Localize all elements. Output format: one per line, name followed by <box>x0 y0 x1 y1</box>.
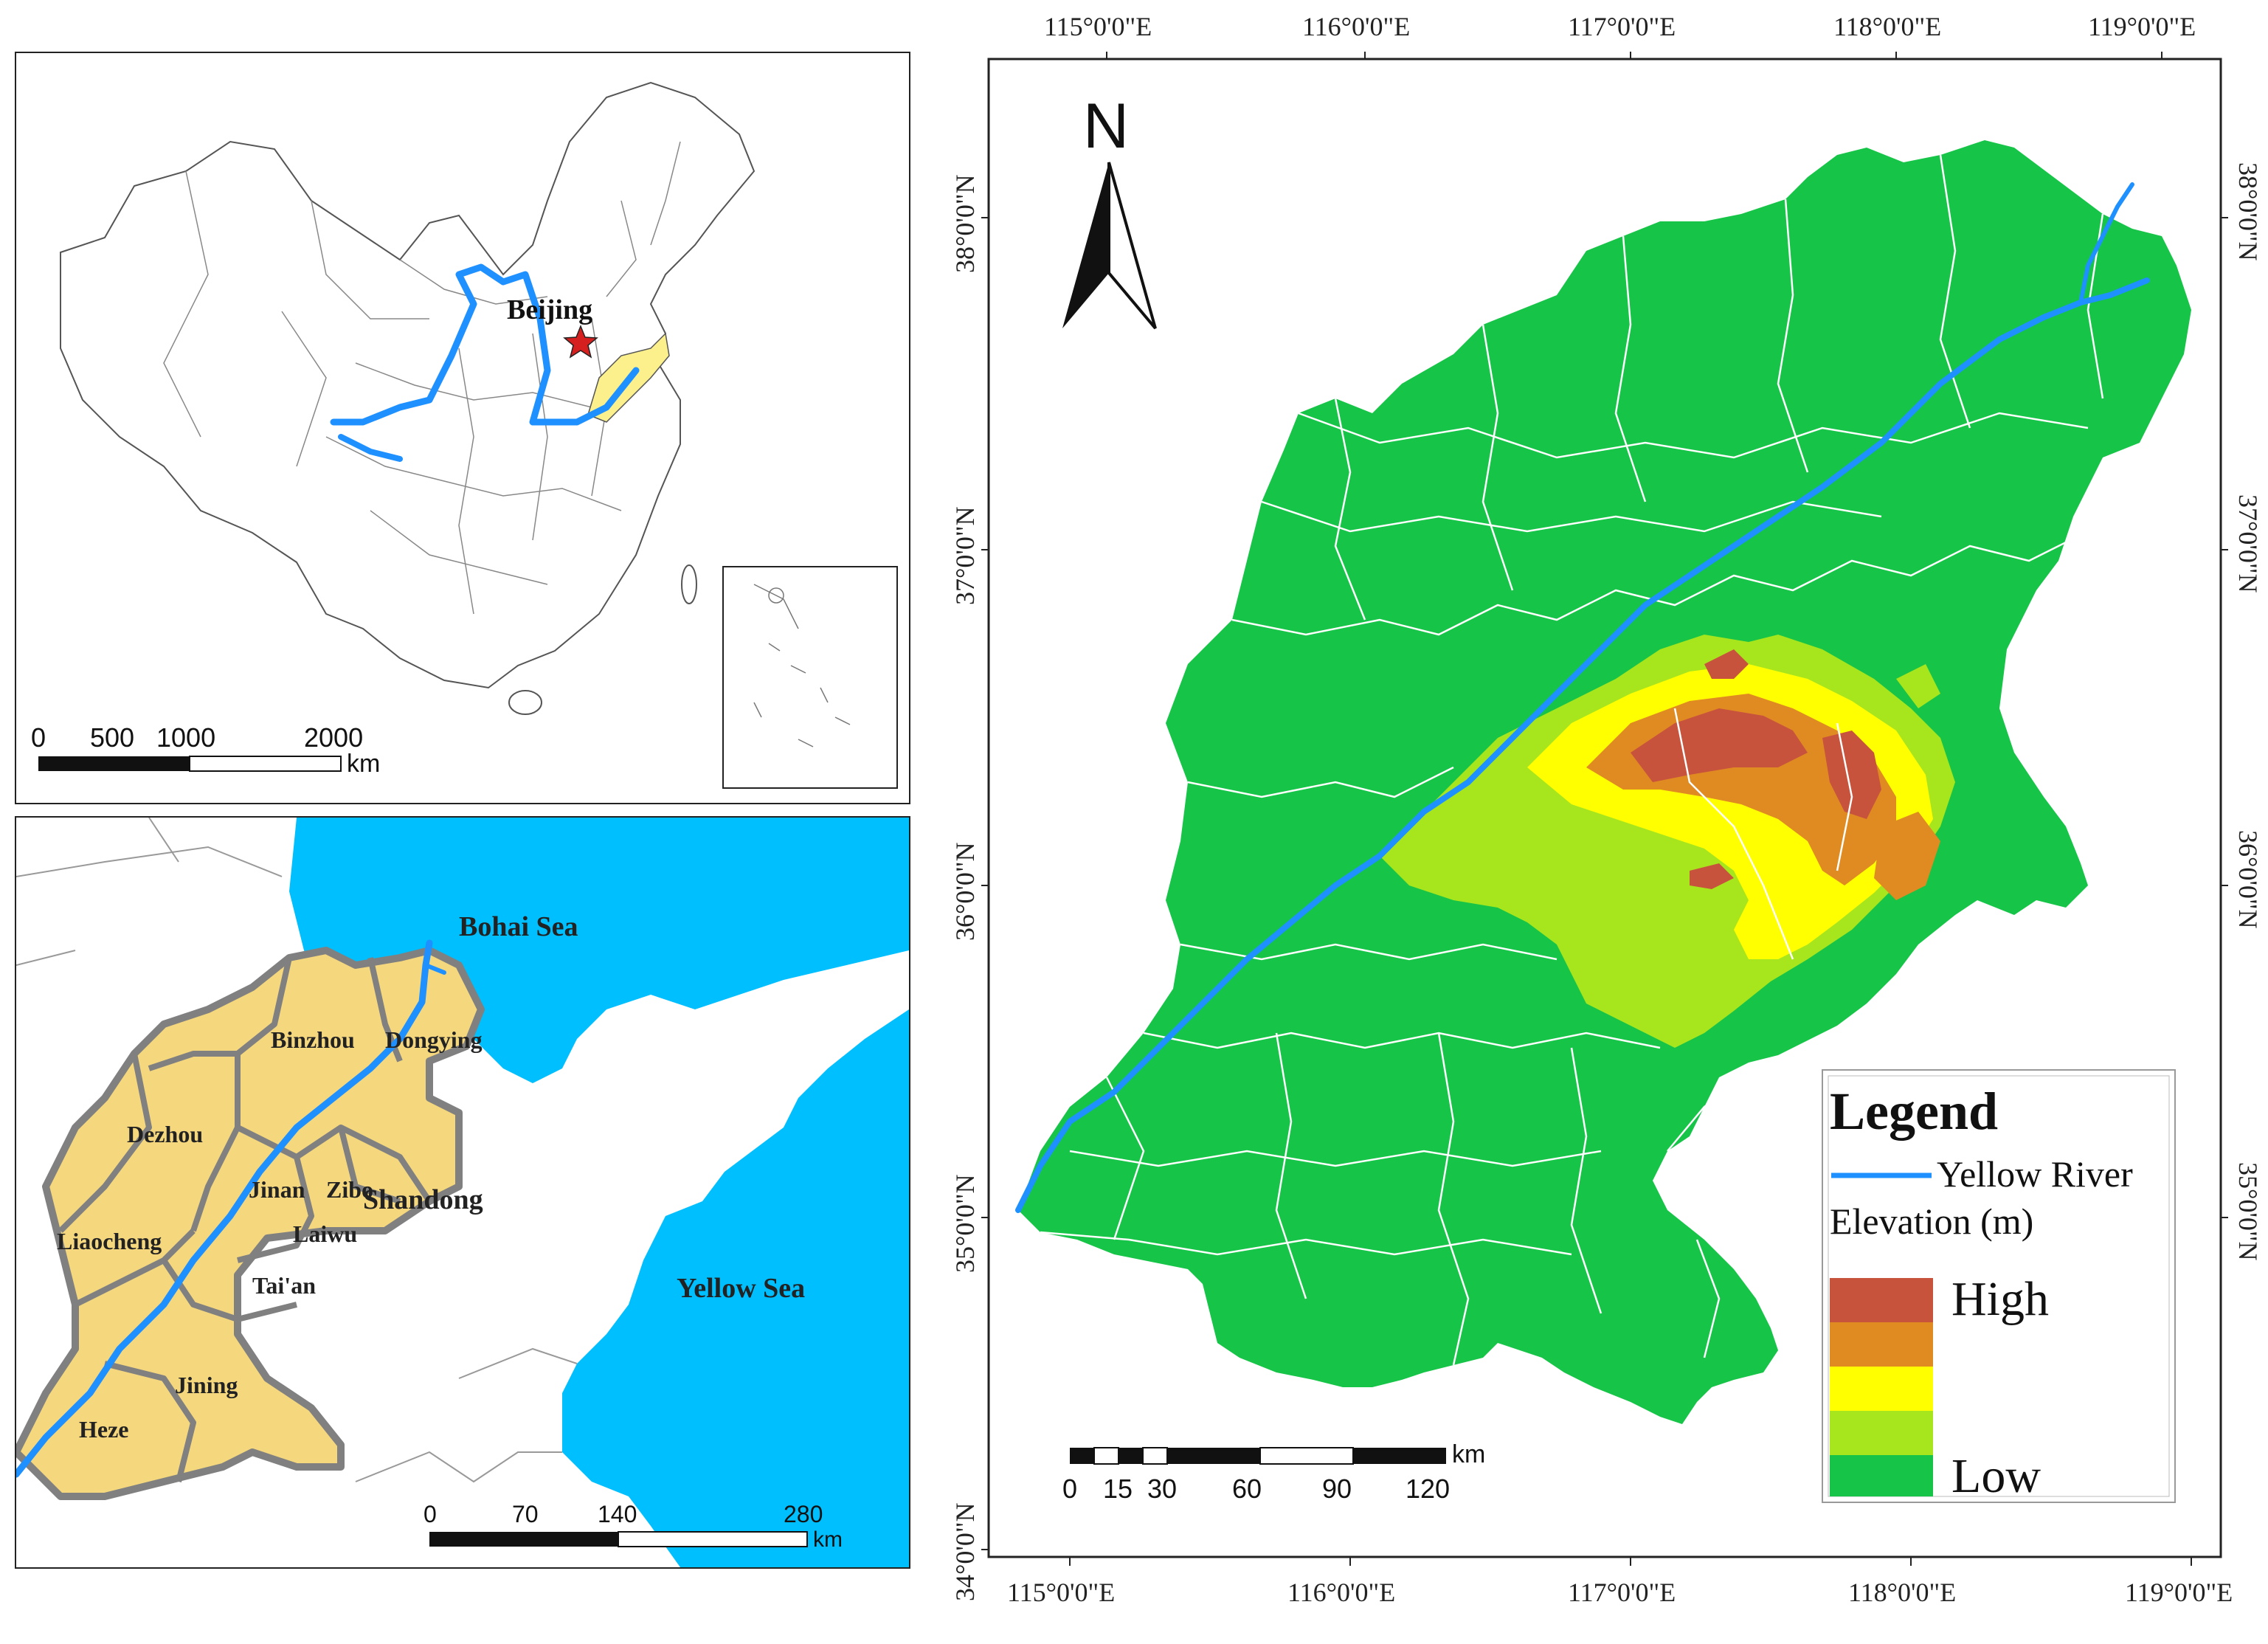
china-map: Beijing 0 500 1000 2000 km <box>31 81 898 789</box>
latitude-axis-right: 38°0'0"N 37°0'0"N 36°0'0"N 35°0'0"N <box>2221 162 2263 1261</box>
svg-text:38°0'0"N: 38°0'0"N <box>2233 162 2263 261</box>
svg-text:0: 0 <box>423 1501 437 1527</box>
north-arrow-icon: N <box>1062 91 1157 330</box>
shandong-scale-bar: 0 70 140 280 km <box>423 1501 843 1552</box>
svg-text:60: 60 <box>1232 1474 1262 1504</box>
bohai-sea-label: Bohai Sea <box>459 911 578 942</box>
svg-text:119°0'0"E: 119°0'0"E <box>2088 12 2196 41</box>
shandong-label: Shandong <box>363 1184 483 1215</box>
yellow-river-line <box>330 263 640 426</box>
svg-text:0: 0 <box>31 722 46 753</box>
legend-elevation-title: Elevation (m) <box>1830 1201 2033 1242</box>
svg-text:115°0'0"E: 115°0'0"E <box>1044 12 1152 41</box>
china-outline <box>60 81 756 689</box>
city-label-heze: Heze <box>79 1416 129 1443</box>
svg-text:36°0'0"N: 36°0'0"N <box>2233 830 2263 929</box>
svg-text:116°0'0"E: 116°0'0"E <box>1302 12 1410 41</box>
city-label-jinan: Jinan <box>249 1176 305 1203</box>
hainan-island <box>508 690 542 715</box>
city-label-binzhou: Binzhou <box>271 1026 355 1053</box>
bohai-sea <box>289 818 909 1083</box>
city-boundaries <box>58 957 432 1482</box>
svg-text:N: N <box>1083 91 1129 162</box>
svg-text:2000: 2000 <box>304 722 363 753</box>
city-label-dezhou: Dezhou <box>127 1121 203 1147</box>
beijing-label: Beijing <box>507 294 592 325</box>
svg-text:35°0'0"N: 35°0'0"N <box>950 1174 980 1273</box>
yellow-sea-label: Yellow Sea <box>677 1273 805 1304</box>
legend-high-label: High <box>1951 1272 2049 1326</box>
province-boundaries <box>163 141 681 615</box>
elevation-scale-bar: 0 15 30 60 90 120 km <box>1062 1440 1485 1504</box>
legend-ramp-1 <box>1830 1278 1933 1322</box>
svg-text:70: 70 <box>512 1501 539 1527</box>
latitude-axis-left: 38°0'0"N 37°0'0"N 36°0'0"N 35°0'0"N 34°0… <box>950 174 989 1601</box>
shandong-cities-panel: Bohai Sea Yellow Sea Shandong Binzhou Do… <box>15 816 910 1569</box>
taiwan-island <box>681 564 697 604</box>
svg-text:140: 140 <box>598 1501 637 1527</box>
svg-text:1000: 1000 <box>156 722 215 753</box>
shandong-map: Bohai Sea Yellow Sea Shandong Binzhou Do… <box>16 818 909 1567</box>
shandong-province-region <box>16 947 485 1500</box>
elevation-map: 115°0'0"E 116°0'0"E 117°0'0"E 118°0'0"E … <box>950 12 2263 1607</box>
city-label-laiwu: Laiwu <box>293 1220 357 1247</box>
svg-text:118°0'0"E: 118°0'0"E <box>1833 12 1941 41</box>
svg-text:117°0'0"E: 117°0'0"E <box>1568 1578 1676 1607</box>
legend-ramp-4 <box>1830 1411 1933 1455</box>
city-label-taian: Tai'an <box>252 1272 316 1299</box>
legend-title: Legend <box>1830 1082 1998 1141</box>
svg-text:90: 90 <box>1322 1474 1352 1504</box>
svg-text:120: 120 <box>1406 1474 1450 1504</box>
svg-text:35°0'0"N: 35°0'0"N <box>2233 1162 2263 1261</box>
elevation-shading <box>1380 635 1955 1048</box>
svg-text:37°0'0"N: 37°0'0"N <box>950 506 980 605</box>
svg-text:36°0'0"N: 36°0'0"N <box>950 842 980 941</box>
longitude-axis-top: 115°0'0"E 116°0'0"E 117°0'0"E 118°0'0"E … <box>1044 12 2196 59</box>
china-scale-bar: 0 500 1000 2000 km <box>31 722 380 778</box>
yellow-river-line <box>16 939 433 1478</box>
legend-river-label: Yellow River <box>1937 1153 2133 1195</box>
yellow-river-line <box>1015 277 2150 1213</box>
svg-text:km: km <box>347 750 380 778</box>
legend-ramp-2 <box>1830 1322 1933 1367</box>
svg-text:38°0'0"N: 38°0'0"N <box>950 174 980 273</box>
legend-ramp-3 <box>1830 1367 1933 1411</box>
legend-low-label: Low <box>1951 1449 2041 1503</box>
svg-text:37°0'0"N: 37°0'0"N <box>2233 494 2263 593</box>
svg-text:15: 15 <box>1103 1474 1133 1504</box>
svg-text:34°0'0"N: 34°0'0"N <box>950 1502 980 1601</box>
beijing-star-icon <box>563 324 598 359</box>
svg-text:km: km <box>813 1527 843 1552</box>
svg-text:500: 500 <box>90 722 134 753</box>
longitude-axis-bottom: 115°0'0"E 116°0'0"E 117°0'0"E 118°0'0"E … <box>1007 1557 2233 1607</box>
svg-text:280: 280 <box>784 1501 823 1527</box>
svg-text:119°0'0"E: 119°0'0"E <box>2125 1578 2233 1607</box>
yellow-sea <box>562 1009 909 1567</box>
city-label-zibo: Zibo <box>326 1176 373 1203</box>
svg-text:117°0'0"E: 117°0'0"E <box>1568 12 1676 41</box>
legend-ramp-5 <box>1830 1455 1933 1496</box>
svg-text:0: 0 <box>1062 1474 1077 1504</box>
county-boundaries <box>1040 154 2148 1366</box>
svg-text:116°0'0"E: 116°0'0"E <box>1287 1578 1395 1607</box>
south-china-sea-inset <box>722 566 898 789</box>
map-legend: Legend Yellow River Elevation (m) High L… <box>1822 1069 2176 1503</box>
svg-text:km: km <box>1452 1440 1485 1468</box>
china-overview-panel: Beijing 0 500 1000 2000 km <box>15 52 910 804</box>
city-label-jining: Jining <box>175 1372 238 1398</box>
city-label-dongying: Dongying <box>385 1026 483 1053</box>
svg-text:115°0'0"E: 115°0'0"E <box>1007 1578 1115 1607</box>
svg-text:30: 30 <box>1147 1474 1177 1504</box>
city-label-liaocheng: Liaocheng <box>57 1228 162 1254</box>
elevation-map-panel: 115°0'0"E 116°0'0"E 117°0'0"E 118°0'0"E … <box>922 0 2268 1644</box>
svg-text:118°0'0"E: 118°0'0"E <box>1848 1578 1956 1607</box>
